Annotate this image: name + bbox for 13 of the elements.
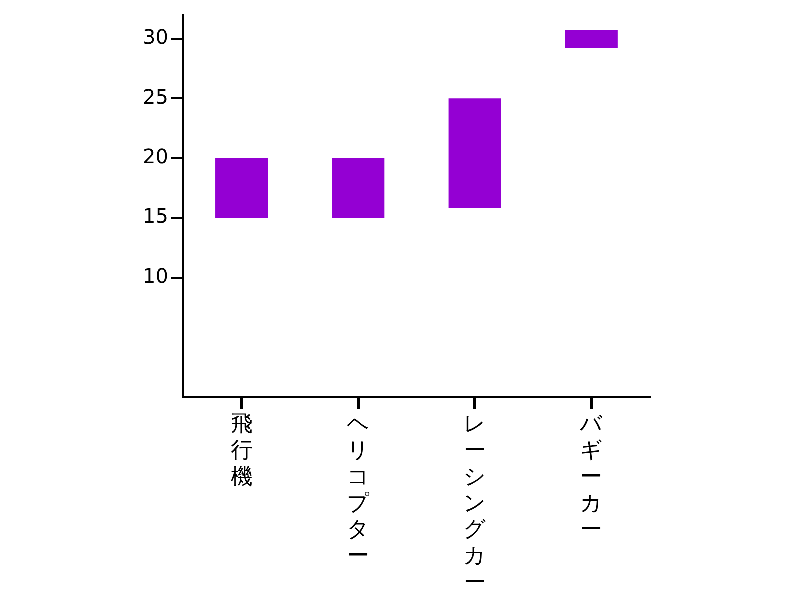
- y-tick-label: 30: [142, 25, 168, 50]
- x-tick-label: ヘリコプター: [346, 412, 370, 570]
- bar: [448, 98, 502, 208]
- bar: [216, 158, 268, 218]
- x-tick-label: 飛行機: [230, 412, 253, 490]
- y-tick-label: 10: [142, 264, 168, 288]
- y-tick-label: 25: [142, 84, 168, 109]
- x-tick-label: バギーカー: [579, 412, 604, 543]
- y-tick-label: 15: [142, 204, 168, 228]
- y-tick-label: 20: [142, 144, 168, 169]
- bar: [332, 158, 385, 218]
- x-tick-label: レーシングカー: [464, 412, 487, 596]
- bar: [565, 30, 618, 48]
